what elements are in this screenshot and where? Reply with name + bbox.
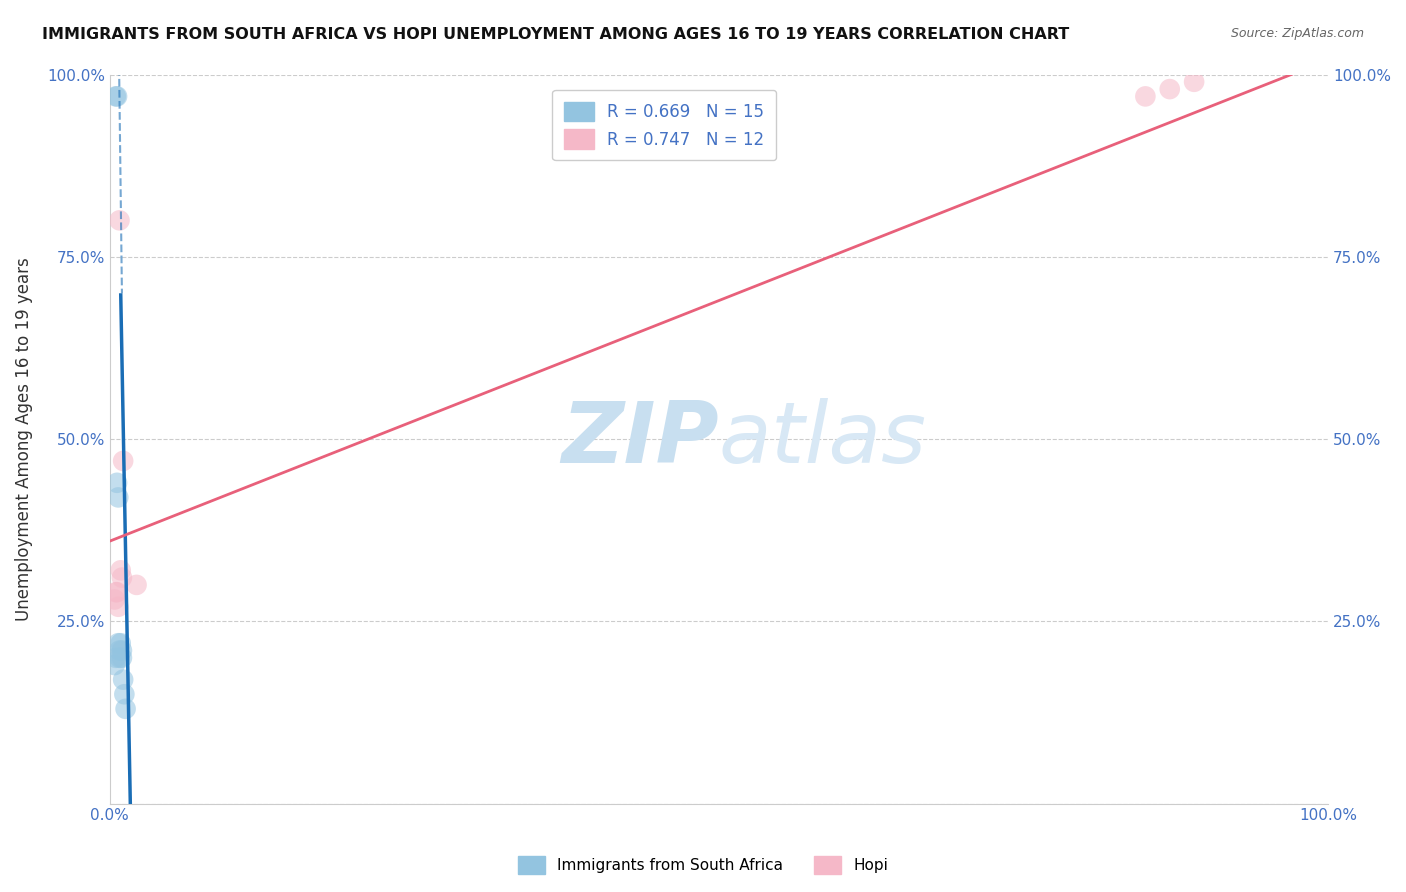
Point bbox=[112, 687, 135, 701]
Point bbox=[107, 491, 129, 505]
Point bbox=[1135, 89, 1157, 103]
Point bbox=[104, 585, 127, 599]
Point bbox=[110, 636, 132, 650]
Point bbox=[111, 643, 134, 657]
Point bbox=[125, 578, 148, 592]
Point bbox=[112, 454, 135, 468]
Text: atlas: atlas bbox=[718, 398, 927, 481]
Point bbox=[104, 658, 127, 673]
Point bbox=[107, 599, 129, 614]
Point bbox=[104, 650, 127, 665]
Point bbox=[108, 650, 131, 665]
Point bbox=[104, 89, 127, 103]
Point bbox=[114, 702, 136, 716]
Point bbox=[108, 213, 131, 227]
Point bbox=[111, 571, 134, 585]
Text: IMMIGRANTS FROM SOUTH AFRICA VS HOPI UNEMPLOYMENT AMONG AGES 16 TO 19 YEARS CORR: IMMIGRANTS FROM SOUTH AFRICA VS HOPI UNE… bbox=[42, 27, 1070, 42]
Point bbox=[105, 585, 128, 599]
Point bbox=[110, 563, 132, 577]
Point bbox=[1182, 75, 1205, 89]
Point bbox=[104, 592, 127, 607]
Point bbox=[108, 643, 131, 657]
Legend: R = 0.669   N = 15, R = 0.747   N = 12: R = 0.669 N = 15, R = 0.747 N = 12 bbox=[553, 90, 776, 161]
Point bbox=[105, 89, 128, 103]
Y-axis label: Unemployment Among Ages 16 to 19 years: Unemployment Among Ages 16 to 19 years bbox=[15, 257, 32, 621]
Point bbox=[111, 650, 134, 665]
Legend: Immigrants from South Africa, Hopi: Immigrants from South Africa, Hopi bbox=[512, 850, 894, 880]
Point bbox=[1159, 82, 1181, 96]
Text: Source: ZipAtlas.com: Source: ZipAtlas.com bbox=[1230, 27, 1364, 40]
Text: ZIP: ZIP bbox=[561, 398, 718, 481]
Point bbox=[107, 636, 129, 650]
Point bbox=[105, 475, 128, 490]
Point bbox=[112, 673, 135, 687]
